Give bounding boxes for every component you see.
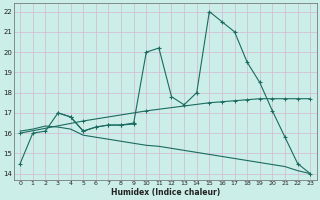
X-axis label: Humidex (Indice chaleur): Humidex (Indice chaleur) [111, 188, 220, 197]
